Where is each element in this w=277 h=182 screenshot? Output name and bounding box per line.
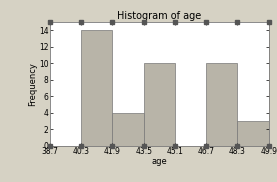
Bar — [144, 63, 175, 146]
Bar — [81, 30, 112, 146]
Bar — [206, 63, 237, 146]
Title: Histogram of age: Histogram of age — [117, 11, 201, 21]
Y-axis label: Frequency: Frequency — [29, 62, 37, 106]
X-axis label: age: age — [152, 157, 167, 166]
Bar — [237, 121, 269, 146]
Bar — [112, 113, 144, 146]
